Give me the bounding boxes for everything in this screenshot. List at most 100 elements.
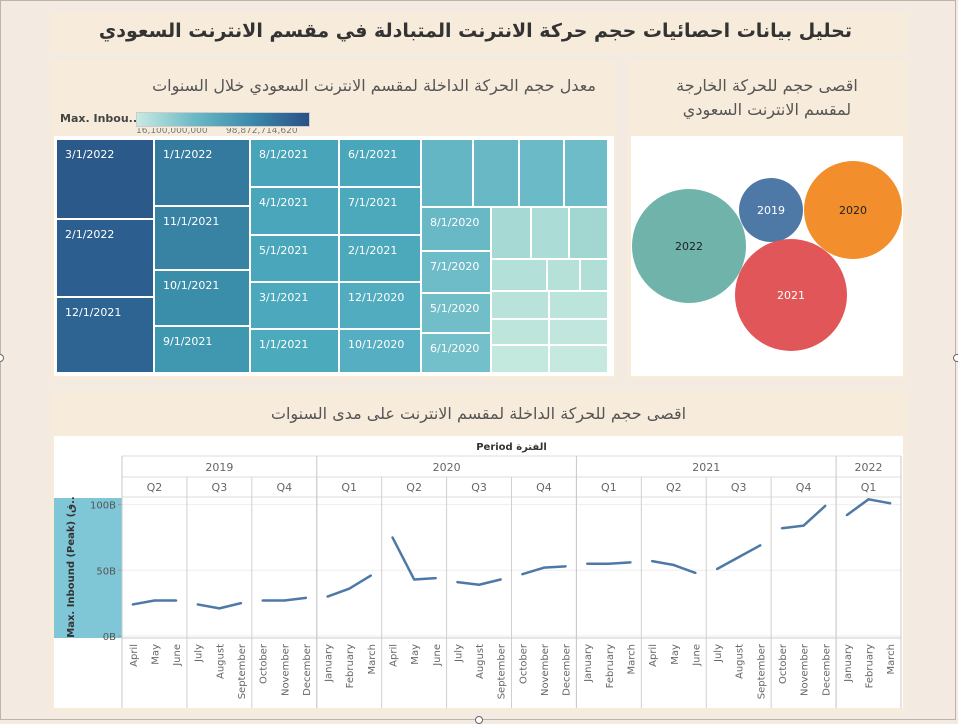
treemap-cell-small[interactable] xyxy=(569,207,608,259)
month-label: January xyxy=(843,644,854,683)
treemap-title: معدل حجم الحركة الداخلة لمقسم الانترنت ا… xyxy=(152,76,596,95)
data-point xyxy=(348,587,351,590)
treemap-cell[interactable]: 10/1/2020 xyxy=(339,329,421,373)
treemap-cell-small[interactable] xyxy=(531,207,569,259)
month-label: March xyxy=(627,644,638,674)
month-label: October xyxy=(259,643,270,684)
treemap-cell[interactable]: 8/1/2020 xyxy=(421,207,491,251)
treemap-cell-small[interactable] xyxy=(549,319,608,345)
treemap-cell-small[interactable] xyxy=(491,259,547,291)
year-label: 2020 xyxy=(433,461,461,474)
bubble-title-line2: لمقسم الانترنت السعودي xyxy=(682,100,852,119)
y-tick-label: 0B xyxy=(103,632,116,643)
treemap-cell-small[interactable] xyxy=(547,259,580,291)
data-point xyxy=(672,563,675,567)
month-label: June xyxy=(432,644,443,667)
treemap-cell[interactable]: 1/1/2022 xyxy=(154,139,250,206)
month-label: May xyxy=(150,644,161,665)
bubble-label: 2021 xyxy=(777,289,805,302)
data-line-2022-Q1 xyxy=(846,498,891,517)
data-point xyxy=(629,561,632,564)
treemap-cell-small[interactable] xyxy=(580,259,608,291)
bubble-label: 2019 xyxy=(757,204,785,217)
bubble-2019[interactable] xyxy=(739,178,803,242)
bubble-chart: 2022 2019 2020 2021 xyxy=(632,161,902,351)
quarter-label: Q2 xyxy=(147,481,163,494)
data-point xyxy=(369,574,373,577)
treemap-cell-small[interactable] xyxy=(491,319,549,345)
month-label: September xyxy=(497,643,508,699)
treemap-cell-small[interactable] xyxy=(519,139,564,207)
month-label: June xyxy=(691,644,702,667)
treemap-cell-small[interactable] xyxy=(473,139,519,207)
month-label: December xyxy=(821,643,832,696)
treemap-cell-small[interactable] xyxy=(421,139,473,207)
quarter-label: Q2 xyxy=(406,481,422,494)
data-point xyxy=(153,599,156,602)
treemap-cell-small[interactable] xyxy=(549,345,608,373)
treemap-cell-small[interactable] xyxy=(549,291,608,319)
data-line-2021-Q2 xyxy=(651,559,696,575)
treemap-cell[interactable]: 11/1/2021 xyxy=(154,206,250,270)
quarter-label: Q1 xyxy=(601,481,617,494)
month-label: February xyxy=(345,644,356,688)
treemap-cell[interactable]: 7/1/2020 xyxy=(421,251,491,293)
month-label: June xyxy=(172,644,183,667)
treemap-cell[interactable]: 1/1/2021 xyxy=(250,329,339,373)
month-label: July xyxy=(194,644,205,663)
data-point xyxy=(174,599,178,602)
month-label: September xyxy=(237,643,248,699)
month-label: March xyxy=(886,644,897,674)
quarter-label: Q3 xyxy=(212,481,228,494)
data-point xyxy=(412,578,416,581)
treemap-cell[interactable]: 4/1/2021 xyxy=(250,187,339,235)
treemap-cell[interactable]: 3/1/2022 xyxy=(56,139,154,219)
treemap-cell-small[interactable] xyxy=(491,345,549,373)
data-point xyxy=(888,502,892,505)
legend-min-value: 16,100,000,000 xyxy=(136,128,208,135)
treemap-cell-small[interactable] xyxy=(564,139,608,207)
data-point xyxy=(586,562,589,565)
treemap-cell[interactable]: 5/1/2021 xyxy=(250,235,339,282)
treemap-cell[interactable]: 12/1/2020 xyxy=(339,282,421,329)
line-chart: Max. Inbound (Peak) (ق.. Period الفترة 0B 5… xyxy=(54,442,902,708)
treemap-cell[interactable]: 8/1/2021 xyxy=(250,139,339,187)
quarter-label: Q2 xyxy=(666,481,682,494)
month-label: September xyxy=(756,643,767,699)
treemap-cell[interactable]: 12/1/2021 xyxy=(56,297,154,373)
year-label: 2019 xyxy=(205,461,233,474)
bubble-2020[interactable] xyxy=(804,161,902,259)
bubble-2021[interactable] xyxy=(735,239,847,351)
month-label: August xyxy=(215,644,226,679)
data-point xyxy=(737,555,740,559)
month-label: March xyxy=(367,644,378,674)
data-point xyxy=(715,567,719,571)
line-chart-area xyxy=(54,436,903,708)
quarter-label: Q4 xyxy=(796,481,812,494)
treemap-cell[interactable]: 6/1/2021 xyxy=(339,139,421,187)
treemap-cell[interactable]: 5/1/2020 xyxy=(421,293,491,333)
treemap-cell[interactable]: 10/1/2021 xyxy=(154,270,250,326)
bubble-2022[interactable] xyxy=(632,189,746,303)
treemap-cell[interactable]: 9/1/2021 xyxy=(154,326,250,373)
treemap-cell[interactable]: 2/1/2021 xyxy=(339,235,421,282)
resize-handle-right[interactable] xyxy=(953,354,958,362)
data-point xyxy=(564,565,567,568)
treemap-cell[interactable]: 6/1/2020 xyxy=(421,333,491,373)
treemap-cell[interactable]: 3/1/2021 xyxy=(250,282,339,329)
legend-label: Max. Inbou.. xyxy=(60,112,138,125)
quarter-label: Q1 xyxy=(861,481,877,494)
data-line-2020-Q2 xyxy=(391,536,436,581)
treemap-cell-small[interactable] xyxy=(491,291,549,319)
data-point xyxy=(499,578,502,581)
legend-max-value: 98,872,714,620 xyxy=(226,128,298,135)
quarter-label: Q1 xyxy=(341,481,357,494)
treemap-cell[interactable]: 2/1/2022 xyxy=(56,219,154,297)
data-point xyxy=(239,601,243,605)
data-point xyxy=(845,513,849,517)
treemap-cell[interactable]: 7/1/2021 xyxy=(339,187,421,235)
treemap-cell-small[interactable] xyxy=(491,207,531,259)
resize-handle-bottom[interactable] xyxy=(475,716,483,724)
y-tick-label: 50B xyxy=(96,566,116,577)
color-legend-bar xyxy=(136,112,310,127)
